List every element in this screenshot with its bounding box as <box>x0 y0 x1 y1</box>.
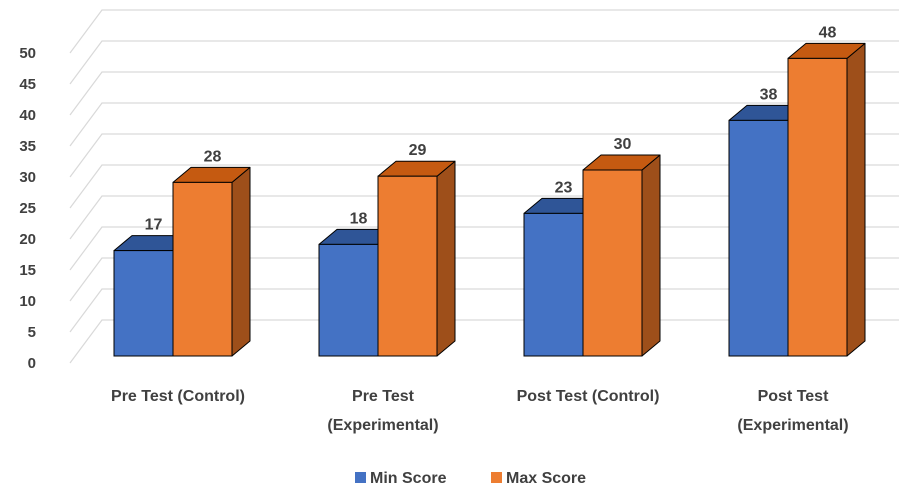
gridline <box>69 133 899 178</box>
bar-front-face <box>787 57 848 357</box>
bar-max-score <box>377 160 456 357</box>
data-label: 28 <box>204 148 222 165</box>
bar-max-score <box>787 42 866 357</box>
data-label: 23 <box>555 179 573 196</box>
data-label: 38 <box>760 86 778 103</box>
bar-max-score <box>582 154 661 357</box>
y-tick-label: 25 <box>19 200 36 217</box>
bar-front-face <box>113 250 174 357</box>
category-label: Pre Test (Control) <box>111 388 245 405</box>
gridline <box>69 102 899 147</box>
category-label: Post Test <box>758 388 830 405</box>
gridline <box>69 40 899 85</box>
y-tick-label: 30 <box>19 169 36 186</box>
y-tick-label: 35 <box>19 138 36 155</box>
data-labels: 17 18 23 38 28 29 30 48 <box>145 24 837 233</box>
y-tick-label: 20 <box>19 231 36 248</box>
bar-front-face <box>318 243 379 357</box>
data-label: 29 <box>409 142 427 159</box>
bar-front-face <box>728 119 789 357</box>
bar-side-face <box>231 166 251 357</box>
legend: Min Score Max Score <box>355 470 586 487</box>
bar-front-face <box>377 175 438 357</box>
legend-swatch <box>491 472 502 483</box>
legend-swatch <box>355 472 366 483</box>
y-tick-label: 15 <box>19 262 36 279</box>
y-tick-label: 50 <box>19 45 36 62</box>
gridline <box>69 9 899 54</box>
bar-front-face <box>172 181 233 357</box>
category-label: (Experimental) <box>327 417 438 434</box>
y-tick-label: 45 <box>19 76 36 93</box>
category-label: Pre Test <box>352 388 415 405</box>
bar-side-face <box>846 42 866 357</box>
gridlines <box>69 9 899 364</box>
bar-front-face <box>582 169 643 357</box>
data-label: 17 <box>145 217 163 234</box>
bar-front-face <box>523 212 584 357</box>
data-label: 48 <box>819 24 837 41</box>
y-axis-ticks: 0 5 10 15 20 25 30 35 40 45 50 <box>19 45 36 372</box>
bar-max-score <box>172 166 251 357</box>
bar-side-face <box>436 160 456 357</box>
bars <box>113 42 866 357</box>
y-tick-label: 5 <box>28 324 36 341</box>
y-tick-label: 0 <box>28 355 36 372</box>
category-label: Post Test (Control) <box>517 388 660 405</box>
legend-label: Min Score <box>370 470 447 487</box>
category-label: (Experimental) <box>737 417 848 434</box>
data-label: 30 <box>614 136 632 153</box>
x-axis-categories: Pre Test (Control) Pre Test (Experimental)… <box>111 388 849 434</box>
data-label: 18 <box>350 210 368 227</box>
legend-label: Max Score <box>506 470 586 487</box>
y-tick-label: 40 <box>19 107 36 124</box>
bar-side-face <box>641 154 661 357</box>
gridline <box>69 71 899 116</box>
y-tick-label: 10 <box>19 293 36 310</box>
